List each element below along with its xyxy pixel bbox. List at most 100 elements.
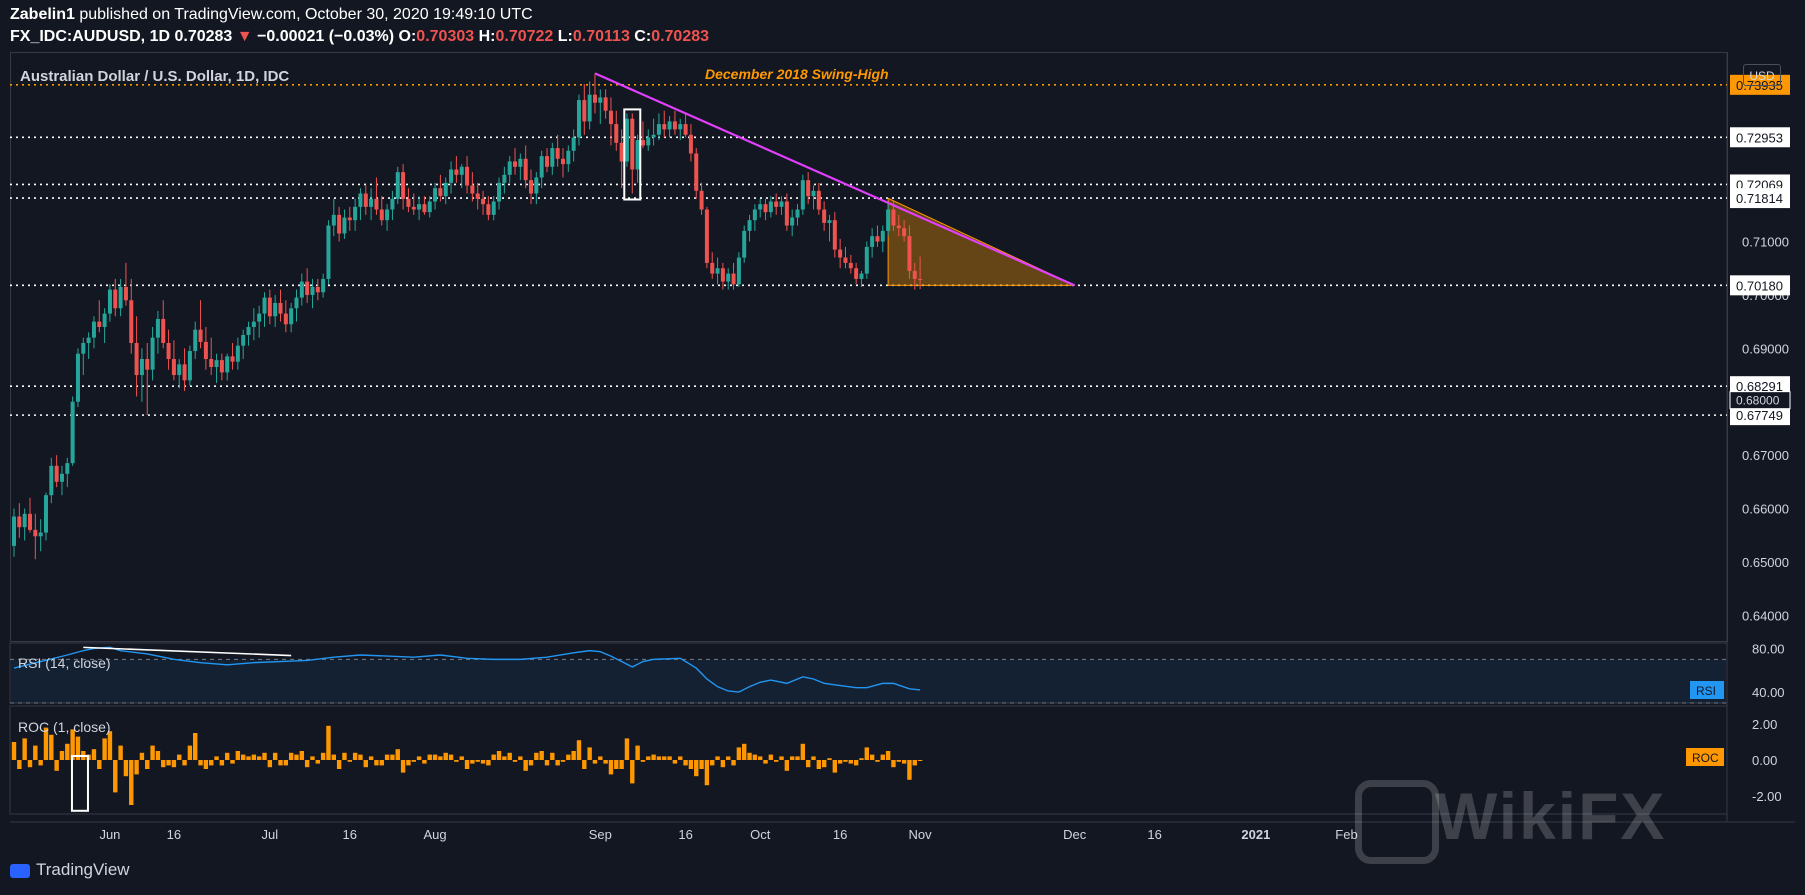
symbol-label: FX_IDC:AUDUSD, 1D	[10, 28, 171, 45]
candle-body	[246, 326, 251, 335]
author-name[interactable]: Zabelin1	[10, 6, 75, 23]
candle-body	[758, 204, 763, 210]
candle-body	[550, 148, 555, 167]
candle-body	[385, 209, 390, 221]
currency-button[interactable]: USD	[1743, 64, 1781, 86]
roc-bar	[155, 751, 161, 760]
roc-bar	[832, 760, 838, 773]
x-tick-label: Dec	[1063, 827, 1087, 842]
roc-bar	[672, 760, 678, 764]
candle-body	[289, 308, 294, 325]
roc-bar	[75, 736, 81, 760]
price-change: −0.00021 (−0.03%)	[257, 28, 395, 45]
candle-body	[513, 161, 518, 167]
roc-bar	[358, 754, 363, 760]
roc-bar	[752, 754, 758, 760]
roc-bar	[347, 760, 352, 762]
roc-bar	[70, 729, 75, 760]
roc-bar	[518, 756, 523, 760]
roc-bar	[843, 760, 848, 762]
candle-body	[241, 334, 246, 346]
candle-body	[209, 359, 214, 368]
candle-body	[827, 220, 832, 223]
roc-bar	[758, 756, 763, 760]
roc-bar	[406, 760, 411, 766]
roc-bar	[619, 760, 624, 769]
roc-bar	[662, 756, 667, 760]
roc-bar	[438, 756, 443, 760]
candle-body	[443, 182, 448, 197]
candle-body	[326, 225, 331, 279]
candle-body	[870, 236, 875, 247]
roc-bar	[11, 742, 17, 760]
candle-body	[278, 302, 283, 314]
candle-body	[305, 281, 310, 295]
roc-y-tick: 0.00	[1752, 753, 1777, 768]
roc-bar	[630, 760, 635, 784]
roc-bar	[283, 760, 289, 766]
roc-bar	[534, 752, 539, 760]
high-value: 0.70722	[495, 28, 554, 45]
roc-bar	[811, 756, 816, 760]
price-level-label: 0.70180	[1736, 278, 1783, 293]
candle-body	[203, 341, 208, 360]
x-tick-label: Jul	[262, 827, 279, 842]
roc-bar	[225, 752, 230, 760]
roc-y-tick: -2.00	[1752, 789, 1782, 804]
candle-body	[635, 140, 640, 170]
rsi-y-tick: 40.00	[1752, 685, 1785, 700]
roc-bar	[38, 760, 43, 766]
roc-bar	[416, 756, 422, 760]
roc-bar	[821, 760, 827, 768]
price-level-label: 0.68291	[1736, 379, 1783, 394]
roc-bar	[65, 743, 70, 760]
price-level-tag	[1730, 127, 1790, 148]
roc-bar	[432, 754, 438, 760]
candle-body	[107, 289, 112, 314]
candle-body	[875, 236, 880, 242]
candle-body	[662, 124, 667, 130]
roc-bar	[368, 756, 374, 760]
roc-bar	[742, 743, 747, 760]
roc-bar	[123, 760, 129, 777]
watermark: WikiFX	[1435, 779, 1667, 853]
candle-body	[49, 465, 54, 496]
roc-bar	[512, 760, 518, 762]
roc-bar	[528, 760, 534, 766]
candle-body	[576, 100, 581, 138]
candle-body	[427, 201, 432, 213]
roc-bar	[118, 745, 123, 760]
candle-body	[502, 174, 507, 183]
roc-bar	[694, 760, 699, 777]
candle-body	[864, 246, 869, 274]
candle-body	[433, 188, 438, 202]
roc-bar	[166, 760, 171, 766]
candle-body	[720, 268, 725, 282]
tradingview-logo[interactable]: TradingView	[10, 860, 130, 880]
candle-body	[65, 463, 70, 474]
down-arrow-icon: ▼	[236, 28, 253, 45]
candle-body	[545, 156, 549, 167]
roc-bar	[91, 749, 97, 760]
candle-body	[624, 118, 629, 162]
publish-line: Zabelin1 published on TradingView.com, O…	[10, 6, 533, 24]
roc-bar	[182, 760, 187, 766]
price-level-label: 0.67749	[1736, 408, 1783, 423]
roc-bar	[150, 745, 155, 760]
roc-bar	[198, 760, 203, 766]
candle-body	[800, 180, 805, 210]
roc-bar	[219, 760, 225, 766]
roc-bar	[864, 747, 869, 760]
candle-body	[747, 220, 752, 231]
candle-body	[811, 190, 816, 197]
candle-body	[310, 286, 315, 295]
candle-body	[438, 188, 443, 197]
y-tick-label: 0.65000	[1742, 555, 1789, 570]
rsi-legend-label: RSI	[1696, 684, 1716, 698]
candle-body	[406, 198, 411, 207]
roc-bar	[145, 760, 150, 769]
candle-body	[523, 158, 528, 181]
candle-body	[470, 185, 475, 194]
candle-body	[465, 166, 470, 186]
